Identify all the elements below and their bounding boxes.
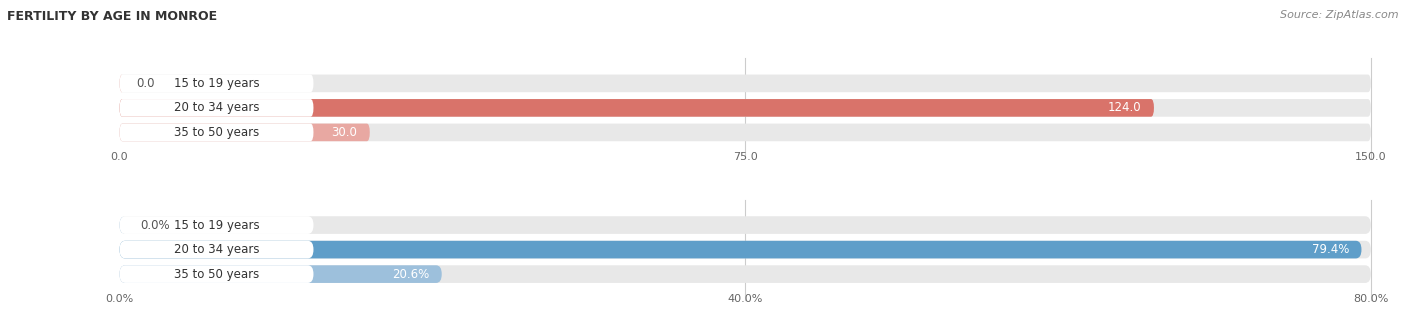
Text: 0.0%: 0.0% [141, 218, 170, 232]
FancyBboxPatch shape [120, 99, 1154, 117]
FancyBboxPatch shape [120, 216, 314, 234]
FancyBboxPatch shape [120, 74, 124, 92]
FancyBboxPatch shape [120, 99, 314, 117]
FancyBboxPatch shape [120, 123, 314, 141]
Text: Source: ZipAtlas.com: Source: ZipAtlas.com [1281, 10, 1399, 20]
Text: 20 to 34 years: 20 to 34 years [174, 101, 259, 115]
Text: 30.0: 30.0 [332, 126, 357, 139]
Text: 0.0: 0.0 [136, 77, 155, 90]
FancyBboxPatch shape [120, 265, 1371, 283]
FancyBboxPatch shape [120, 74, 314, 92]
Text: FERTILITY BY AGE IN MONROE: FERTILITY BY AGE IN MONROE [7, 10, 217, 23]
Text: 15 to 19 years: 15 to 19 years [174, 77, 259, 90]
FancyBboxPatch shape [120, 265, 314, 283]
FancyBboxPatch shape [120, 216, 128, 234]
FancyBboxPatch shape [120, 241, 314, 259]
Text: 35 to 50 years: 35 to 50 years [174, 268, 259, 281]
Text: 124.0: 124.0 [1108, 101, 1142, 115]
FancyBboxPatch shape [120, 216, 1371, 234]
FancyBboxPatch shape [120, 241, 1361, 259]
Text: 20.6%: 20.6% [392, 268, 429, 281]
FancyBboxPatch shape [120, 99, 1371, 117]
FancyBboxPatch shape [120, 241, 1371, 259]
Text: 79.4%: 79.4% [1312, 243, 1348, 256]
Text: 20 to 34 years: 20 to 34 years [174, 243, 259, 256]
FancyBboxPatch shape [120, 123, 1371, 141]
FancyBboxPatch shape [120, 74, 1371, 92]
Text: 15 to 19 years: 15 to 19 years [174, 218, 259, 232]
FancyBboxPatch shape [120, 123, 370, 141]
FancyBboxPatch shape [120, 265, 441, 283]
Text: 35 to 50 years: 35 to 50 years [174, 126, 259, 139]
